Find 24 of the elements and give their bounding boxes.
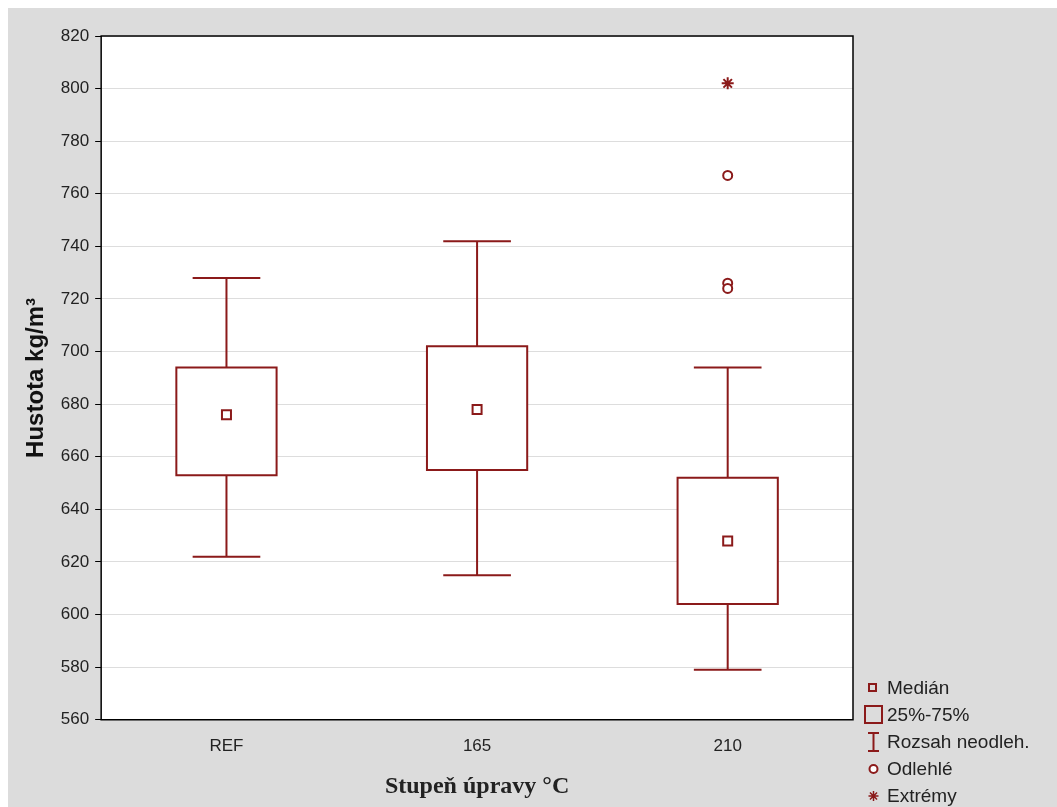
y-tick-label: 820 [60,25,90,45]
text: Rozsah neodleh. [887,730,1030,754]
y-tick-label: 620 [60,551,90,571]
legend-label: Extrémy [887,784,957,807]
y-tick-label: 720 [60,288,90,308]
x-axis-title: Stupeň úpravy °C [384,771,570,798]
legend-label: Odlehlé [887,757,953,781]
y-tick-label: 780 [60,130,90,150]
y-tick-label: 800 [60,78,90,98]
y-tick-label: 560 [60,709,90,729]
y-tick-label: 700 [60,341,90,361]
y-axis-title: Hustota kg/m³ [21,297,49,458]
y-tick-label: 680 [60,393,90,413]
text: Medián [887,676,950,700]
y-tick-label: 740 [60,236,90,256]
x-tick-label: 210 [713,735,742,755]
y-tick-label: 640 [60,499,90,519]
y-tick-label: 660 [60,446,90,466]
text: 25%-75% [887,703,970,727]
y-tick-label: 760 [60,183,90,203]
y-tick-label: 580 [60,656,90,676]
x-tick-label: 165 [462,735,492,755]
y-tick-label: 600 [60,604,90,624]
x-tick-label: REF [209,735,244,755]
